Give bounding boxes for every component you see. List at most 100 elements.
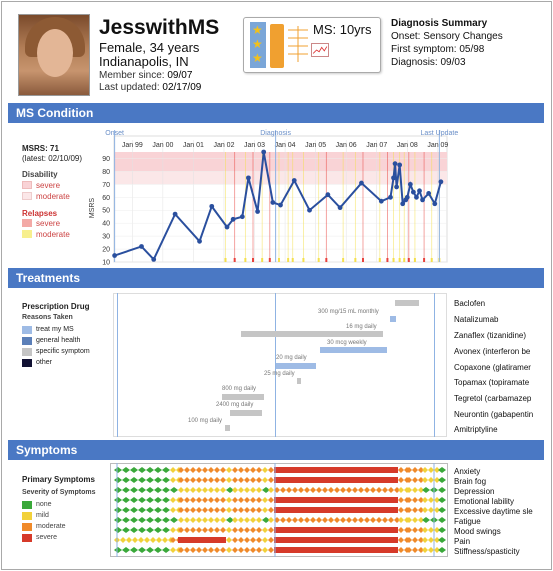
severity-marker	[220, 477, 226, 483]
symptom-name[interactable]: Fatigue	[454, 517, 481, 526]
drug-name-natalizumab[interactable]: Natalizumab	[454, 315, 499, 324]
msrs-point	[410, 189, 416, 195]
severity-label: moderate	[36, 523, 66, 530]
severity-marker	[250, 507, 256, 513]
severity-marker	[256, 497, 262, 503]
severity-marker	[170, 547, 176, 553]
severity-marker	[138, 477, 146, 483]
msrs-score: MSRS: 71	[22, 144, 59, 153]
x-tick-label: Jan 07	[366, 142, 387, 149]
gender-age: Female, 34 years	[99, 40, 200, 55]
drug-name-copaxone[interactable]: Copaxone (glatiramer	[454, 363, 531, 372]
drug-name-avonex[interactable]: Avonex (interferon be	[454, 347, 531, 356]
severity-marker	[328, 487, 334, 493]
severity-marker	[316, 487, 322, 493]
drug-name-amitriptyline[interactable]: Amitriptyline	[454, 425, 498, 434]
symptom-name[interactable]: Depression	[454, 487, 495, 496]
severity-marker	[268, 517, 274, 523]
severity-marker	[298, 487, 304, 493]
severity-marker	[162, 517, 170, 523]
severity-marker	[412, 527, 418, 533]
drug-name-topamax[interactable]: Topamax (topiramate	[454, 378, 530, 387]
severity-marker	[178, 517, 184, 523]
drug-bar-copaxone	[276, 363, 316, 369]
severity-marker	[214, 477, 220, 483]
severity-marker	[226, 527, 232, 533]
severity-marker	[190, 547, 196, 553]
severity-marker	[398, 537, 404, 543]
severity-marker	[262, 487, 270, 493]
severity-marker	[256, 507, 262, 513]
relapse-marker	[342, 258, 345, 262]
severity-marker	[146, 527, 154, 533]
treatments-panel: Prescription Drug Reasons Taken treat my…	[2, 291, 553, 437]
severity-marker	[262, 547, 268, 553]
severity-segment	[274, 477, 398, 483]
severity-marker	[154, 527, 162, 533]
severity-marker	[178, 487, 184, 493]
severity-marker	[170, 537, 176, 543]
symptom-name[interactable]: Brain fog	[454, 477, 487, 486]
section-header-symptoms[interactable]: Symptoms	[8, 440, 544, 460]
x-tick-label: Jan 01	[183, 142, 204, 149]
section-header-treatments[interactable]: Treatments	[8, 268, 544, 288]
y-tick-label: 60	[102, 195, 110, 202]
severity-marker	[146, 487, 154, 493]
severity-marker	[340, 517, 346, 523]
severity-marker	[190, 507, 196, 513]
last-updated: Last updated: 02/17/09	[99, 82, 202, 93]
severity-marker	[352, 517, 358, 523]
section-header-ms-condition[interactable]: MS Condition	[8, 103, 544, 123]
severity-segment	[178, 537, 226, 543]
severity-marker	[130, 517, 138, 523]
drug-dose: 300 mg/15 mL monthly	[318, 309, 379, 315]
symptom-name[interactable]: Anxiety	[454, 467, 481, 476]
severity-marker	[162, 527, 170, 533]
legend-label: moderate	[36, 192, 70, 201]
severity-marker	[334, 517, 340, 523]
severity-marker	[196, 487, 202, 493]
severity-marker	[122, 547, 130, 553]
severity-marker	[196, 517, 202, 523]
symptom-chart	[114, 463, 446, 557]
severity-marker	[130, 497, 138, 503]
drug-name-baclofen[interactable]: Baclofen	[454, 299, 486, 308]
severity-marker	[122, 487, 130, 493]
severity-marker	[208, 517, 214, 523]
msrs-point	[172, 211, 178, 217]
drug-name-neurontin[interactable]: Neurontin (gabapentin	[454, 410, 534, 419]
symptom-name[interactable]: Stiffness/spasticity	[454, 547, 520, 556]
severity-marker	[208, 487, 214, 493]
severity-marker	[412, 517, 418, 523]
severity-marker	[114, 527, 122, 533]
severity-marker	[244, 517, 250, 523]
severity-marker	[388, 517, 394, 523]
reasons-title: Reasons Taken	[22, 314, 73, 321]
symptom-name[interactable]: Emotional lability	[454, 497, 515, 506]
milestone-label: Diagnosis	[260, 130, 291, 137]
diagnosis-summary-title: Diagnosis Summary	[391, 18, 488, 29]
severity-marker	[286, 517, 292, 523]
relapse-marker	[325, 258, 328, 262]
y-tick-label: 80	[102, 169, 110, 176]
severity-marker	[352, 487, 358, 493]
severity-marker	[434, 527, 440, 533]
severity-marker	[178, 467, 184, 473]
symptom-name[interactable]: Pain	[454, 537, 471, 546]
diagnosis-row: Diagnosis: 09/03	[391, 57, 466, 68]
symptom-name[interactable]: Mood swings	[454, 527, 501, 536]
severity-marker	[256, 467, 262, 473]
severity-marker	[434, 497, 440, 503]
msrs-point	[239, 214, 245, 220]
severity-marker	[170, 527, 176, 533]
msrs-point	[391, 175, 396, 181]
severity-marker	[268, 507, 274, 513]
severity-marker	[256, 517, 262, 523]
severity-marker	[154, 547, 162, 553]
severity-marker	[428, 547, 434, 553]
drug-name-tegretol[interactable]: Tegretol (carbamazep	[454, 394, 532, 403]
severity-marker	[244, 527, 250, 533]
symptom-name[interactable]: Excessive daytime sle	[454, 507, 533, 516]
drug-name-zanaflex[interactable]: Zanaflex (tizanidine)	[454, 331, 527, 340]
msrs-point	[432, 201, 438, 207]
